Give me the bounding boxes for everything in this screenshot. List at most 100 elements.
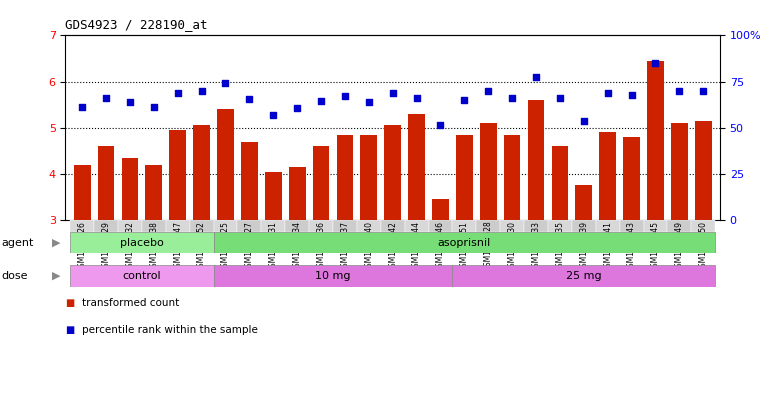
Text: GSM1152626: GSM1152626 — [78, 220, 87, 272]
Text: GSM1152650: GSM1152650 — [698, 220, 708, 272]
Text: agent: agent — [2, 238, 34, 248]
Text: GSM1152645: GSM1152645 — [651, 220, 660, 272]
Point — [410, 95, 423, 101]
Point — [673, 88, 685, 94]
Point — [267, 112, 280, 118]
Point — [482, 88, 494, 94]
Bar — [572, 220, 596, 232]
Text: GSM1152633: GSM1152633 — [531, 220, 541, 272]
Bar — [524, 220, 548, 232]
Bar — [122, 158, 139, 220]
Bar — [548, 220, 572, 232]
Bar — [146, 165, 162, 220]
Bar — [644, 220, 668, 232]
Point — [697, 88, 709, 94]
Bar — [623, 137, 640, 220]
Bar — [527, 100, 544, 220]
Text: GSM1152644: GSM1152644 — [412, 220, 421, 272]
Text: transformed count: transformed count — [82, 298, 179, 308]
Text: ■: ■ — [65, 298, 75, 308]
Bar — [456, 135, 473, 220]
Text: ■: ■ — [65, 325, 75, 335]
Bar — [70, 232, 213, 253]
Point — [649, 60, 661, 66]
Text: GSM1152630: GSM1152630 — [507, 220, 517, 272]
Text: GSM1152640: GSM1152640 — [364, 220, 373, 272]
Bar — [313, 146, 330, 220]
Bar — [193, 125, 210, 220]
Bar — [166, 220, 189, 232]
Bar — [453, 220, 477, 232]
Bar — [213, 220, 237, 232]
Point — [219, 80, 232, 86]
Point — [434, 122, 447, 129]
Text: GSM1152639: GSM1152639 — [579, 220, 588, 272]
Bar — [504, 135, 521, 220]
Text: GSM1152627: GSM1152627 — [245, 220, 254, 272]
Bar — [360, 135, 377, 220]
Text: GSM1152642: GSM1152642 — [388, 220, 397, 272]
Bar — [384, 125, 401, 220]
Bar — [500, 220, 524, 232]
Bar — [333, 220, 357, 232]
Bar — [405, 220, 429, 232]
Point — [363, 99, 375, 105]
Bar — [189, 220, 213, 232]
Text: ▶: ▶ — [52, 271, 61, 281]
Point — [601, 90, 614, 96]
Text: GSM1152649: GSM1152649 — [675, 220, 684, 272]
Point — [196, 88, 208, 94]
Point — [76, 104, 89, 110]
Text: GSM1152631: GSM1152631 — [269, 220, 278, 272]
Bar — [432, 199, 449, 220]
Text: GSM1152634: GSM1152634 — [293, 220, 302, 272]
Bar — [477, 220, 500, 232]
Point — [124, 99, 136, 105]
Bar — [551, 146, 568, 220]
Text: placebo: placebo — [120, 238, 164, 248]
Bar — [261, 220, 285, 232]
Text: GSM1152628: GSM1152628 — [484, 220, 493, 272]
Bar — [575, 185, 592, 220]
Bar — [408, 114, 425, 220]
Bar — [237, 220, 261, 232]
Text: GSM1152651: GSM1152651 — [460, 220, 469, 272]
Bar — [336, 135, 353, 220]
Bar — [94, 220, 118, 232]
Text: GSM1152652: GSM1152652 — [197, 220, 206, 272]
Bar — [357, 220, 380, 232]
Bar — [70, 220, 94, 232]
Point — [578, 118, 590, 124]
Text: control: control — [122, 271, 161, 281]
Point — [530, 74, 542, 80]
Bar — [596, 220, 620, 232]
Text: asoprisnil: asoprisnil — [437, 238, 491, 248]
Text: GSM1152647: GSM1152647 — [173, 220, 182, 272]
Point — [148, 104, 160, 110]
Text: GDS4923 / 228190_at: GDS4923 / 228190_at — [65, 18, 208, 31]
Point — [243, 96, 256, 102]
Point — [315, 98, 327, 104]
Point — [339, 93, 351, 99]
Point — [458, 97, 470, 103]
Bar — [647, 61, 664, 220]
Point — [554, 95, 566, 101]
Point — [625, 92, 638, 99]
Bar — [671, 123, 688, 220]
Bar — [142, 220, 166, 232]
Bar — [429, 220, 453, 232]
Bar — [599, 132, 616, 220]
Point — [172, 90, 184, 96]
Bar — [691, 220, 715, 232]
Bar — [213, 232, 715, 253]
Text: GSM1152646: GSM1152646 — [436, 220, 445, 272]
Bar — [309, 220, 333, 232]
Bar — [169, 130, 186, 220]
Bar — [70, 265, 213, 287]
Bar — [380, 220, 405, 232]
Bar — [265, 172, 282, 220]
Point — [291, 105, 303, 112]
Text: GSM1152629: GSM1152629 — [102, 220, 111, 272]
Bar — [480, 123, 497, 220]
Text: GSM1152632: GSM1152632 — [126, 220, 135, 272]
